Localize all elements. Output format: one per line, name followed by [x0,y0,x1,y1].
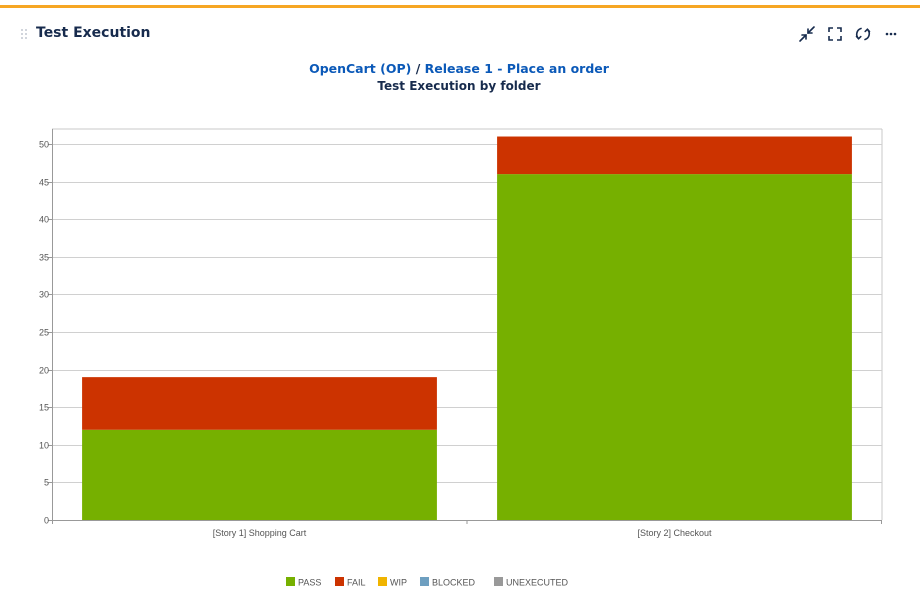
legend-item-unexecuted[interactable]: UNEXECUTED [494,577,568,591]
collapse-icon[interactable] [798,25,816,43]
legend-swatch [335,577,344,587]
breadcrumb-separator: / [415,61,421,76]
y-tick-label: 5 [44,478,49,488]
release-link[interactable]: Release 1 - Place an order [424,61,609,76]
y-tick-label: 25 [39,328,49,338]
panel-accent-bar [0,5,920,8]
legend-item-wip[interactable]: WIP [378,577,407,591]
fullscreen-icon[interactable] [826,25,844,43]
bar-pass-2 [497,174,852,520]
drag-handle-icon[interactable] [20,28,28,40]
y-tick-label: 0 [44,516,49,526]
y-tick-label: 15 [39,403,49,413]
y-tick-label: 10 [39,441,49,451]
legend-label: FAIL [347,577,366,588]
legend-item-blocked[interactable]: BLOCKED [420,577,475,591]
chart-legend: PASS FAIL WIP BLOCKED UNEXECUTED [0,577,920,591]
breadcrumb: OpenCart (OP) / Release 1 - Place an ord… [0,60,918,77]
legend-swatch [494,577,503,587]
legend-swatch [378,577,387,587]
legend-item-fail[interactable]: FAIL [335,577,366,591]
y-tick-label: 40 [39,215,49,225]
y-tick-label: 45 [39,178,49,188]
legend-label: UNEXECUTED [506,577,569,588]
legend-label: WIP [390,577,407,588]
panel-header: Test Execution [0,22,920,48]
legend-label: PASS [298,577,322,588]
bar-pass-1 [82,429,437,520]
y-tick-label: 30 [39,290,49,300]
chart-subtitle: Test Execution by folder [377,79,541,93]
refresh-icon[interactable] [854,25,872,43]
bar-fail-1 [82,377,437,430]
project-link[interactable]: OpenCart (OP) [309,61,412,76]
legend-label: BLOCKED [432,577,476,588]
y-tick-label: 35 [39,253,49,263]
x-tick-label: [Story 1] Shopping Cart [213,528,307,538]
legend-item-pass[interactable]: PASS [286,577,321,591]
bar-fail-2 [497,136,852,175]
legend-swatch [420,577,429,587]
more-icon[interactable] [882,25,900,43]
chart-titles: OpenCart (OP) / Release 1 - Place an ord… [0,60,918,95]
panel-title: Test Execution [36,25,151,41]
x-tick-label: [Story 2] Checkout [637,528,712,538]
legend-swatch [286,577,295,587]
y-tick-label: 50 [39,140,49,150]
y-tick-label: 20 [39,366,49,376]
